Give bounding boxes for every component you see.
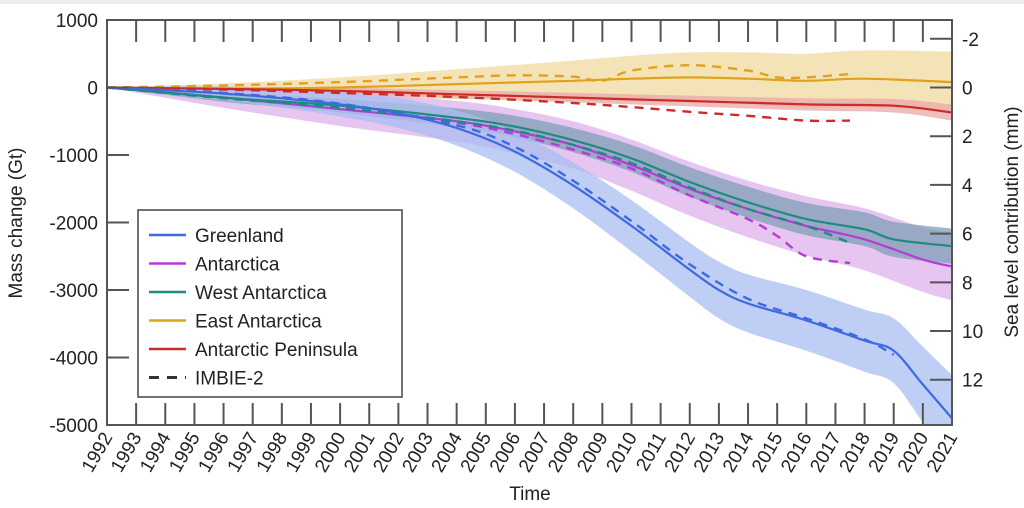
legend-item: West Antarctica (149, 283, 327, 304)
legend-label: Greenland (195, 226, 284, 247)
legend-item: Greenland (149, 226, 284, 247)
y-tick-label: -1000 (49, 146, 98, 167)
legend-label: Antarctic Peninsula (195, 340, 358, 361)
y2-axis-title: Sea level contribution (mm) (1002, 106, 1023, 337)
window-top-band (0, 0, 1024, 4)
legend-item: IMBIE-2 (149, 369, 264, 390)
y2-axis-ticks: -2 0 2 4 6 8 10 12 (930, 30, 983, 392)
line-west-antarctica (107, 86, 952, 248)
x-tick-label: 2010 (602, 429, 641, 476)
y2-tick-label: 2 (962, 127, 973, 148)
y-tick-label: -4000 (49, 349, 98, 370)
legend-label: IMBIE-2 (195, 369, 264, 390)
legend-label: East Antarctica (195, 312, 322, 333)
y2-tick-label: -2 (962, 30, 979, 51)
legend-label: Antarctica (195, 255, 280, 276)
legend: Greenland Antarctica West Antarctica East A… (137, 209, 403, 398)
y2-tick-label: 12 (962, 371, 983, 392)
x-axis-title: Time (509, 484, 551, 505)
imbie-line-antarctic-peninsula (107, 86, 851, 123)
imbie-line-east-antarctica (107, 63, 851, 89)
y-tick-label: 0 (87, 79, 98, 100)
legend-item: Antarctic Peninsula (149, 340, 358, 361)
y2-tick-label: 0 (962, 79, 973, 100)
x-tick-label: 2021 (923, 429, 962, 476)
y2-tick-label: 4 (962, 176, 973, 197)
legend-box (137, 209, 403, 398)
y-tick-label: -5000 (49, 416, 98, 437)
imbie-line-greenland (107, 86, 895, 356)
y-axis-ticks: 1000 0 -1000 -2000 -3000 -4000 -5000 (49, 11, 129, 437)
series-lines (107, 63, 952, 420)
legend-label: West Antarctica (195, 283, 327, 304)
y-tick-label: -2000 (49, 214, 98, 235)
y-axis-title: Mass change (Gt) (6, 148, 27, 299)
legend-item: East Antarctica (149, 312, 322, 333)
imbie-line-west-antarctica (107, 86, 851, 244)
y2-tick-label: 6 (962, 225, 973, 246)
y-tick-label: -3000 (49, 281, 98, 302)
band-west-antarctica (107, 87, 952, 264)
y-tick-label: 1000 (56, 11, 98, 32)
y2-tick-label: 10 (962, 322, 983, 343)
band-greenland (107, 86, 952, 425)
y2-tick-label: 8 (962, 273, 973, 294)
legend-item: Antarctica (149, 255, 280, 276)
